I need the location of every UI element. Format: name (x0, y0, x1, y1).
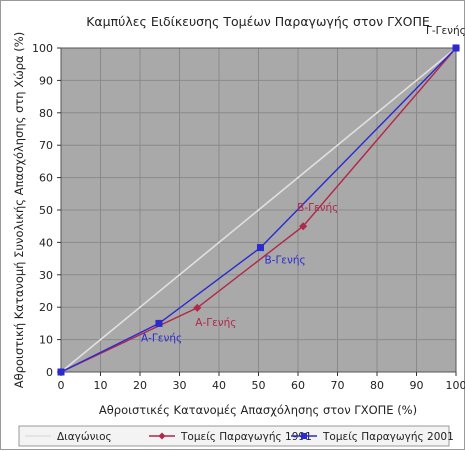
y-tick-label: 100 (32, 42, 53, 55)
x-tick-label: 30 (173, 379, 187, 392)
annotation-label: Β-Γενής (264, 255, 305, 267)
annotation-label: Α-Γενής (141, 332, 182, 344)
x-tick-label: 70 (331, 379, 345, 392)
y-tick-label: 40 (39, 236, 53, 249)
chart-title: Καμπύλες Ειδίκευσης Τομέων Παραγωγής στο… (86, 14, 430, 29)
y-tick-label: 0 (46, 366, 53, 379)
legend-label: Διαγώνιος (57, 431, 112, 443)
x-tick-label: 90 (410, 379, 424, 392)
x-tick-label: 60 (291, 379, 305, 392)
y-axis-label: Αθροιστική Κατανομή Συνολικής Απασχόληση… (12, 32, 26, 388)
y-tick-label: 50 (39, 204, 53, 217)
y-tick-label: 10 (39, 334, 53, 347)
x-tick-label: 20 (133, 379, 147, 392)
annotation-label: Γ-Γενής (426, 25, 465, 37)
y-tick-label: 70 (39, 139, 53, 152)
data-point-square (257, 244, 264, 251)
y-tick-label: 60 (39, 172, 53, 185)
data-point-square (453, 45, 460, 52)
x-tick-label: 10 (94, 379, 108, 392)
data-point-square (58, 369, 65, 376)
data-point-square (155, 320, 162, 327)
y-tick-label: 30 (39, 269, 53, 282)
annotation-label: Β-Γενής (297, 202, 338, 214)
y-tick-label: 90 (39, 74, 53, 87)
legend-label: Τομείς Παραγωγής 2001 (322, 431, 454, 443)
legend-swatch-marker (301, 433, 307, 439)
x-tick-label: 0 (58, 379, 65, 392)
x-tick-label: 40 (212, 379, 226, 392)
y-tick-label: 80 (39, 107, 53, 120)
x-axis-label: Αθροιστικές Κατανομές Απασχόλησης στον Γ… (99, 403, 417, 417)
x-tick-label: 100 (446, 379, 465, 392)
x-tick-label: 50 (252, 379, 266, 392)
annotation-label: Α-Γενής (195, 317, 236, 329)
y-tick-label: 20 (39, 301, 53, 314)
x-tick-label: 80 (370, 379, 384, 392)
legend-label: Τομείς Παραγωγής 1991 (180, 431, 312, 443)
